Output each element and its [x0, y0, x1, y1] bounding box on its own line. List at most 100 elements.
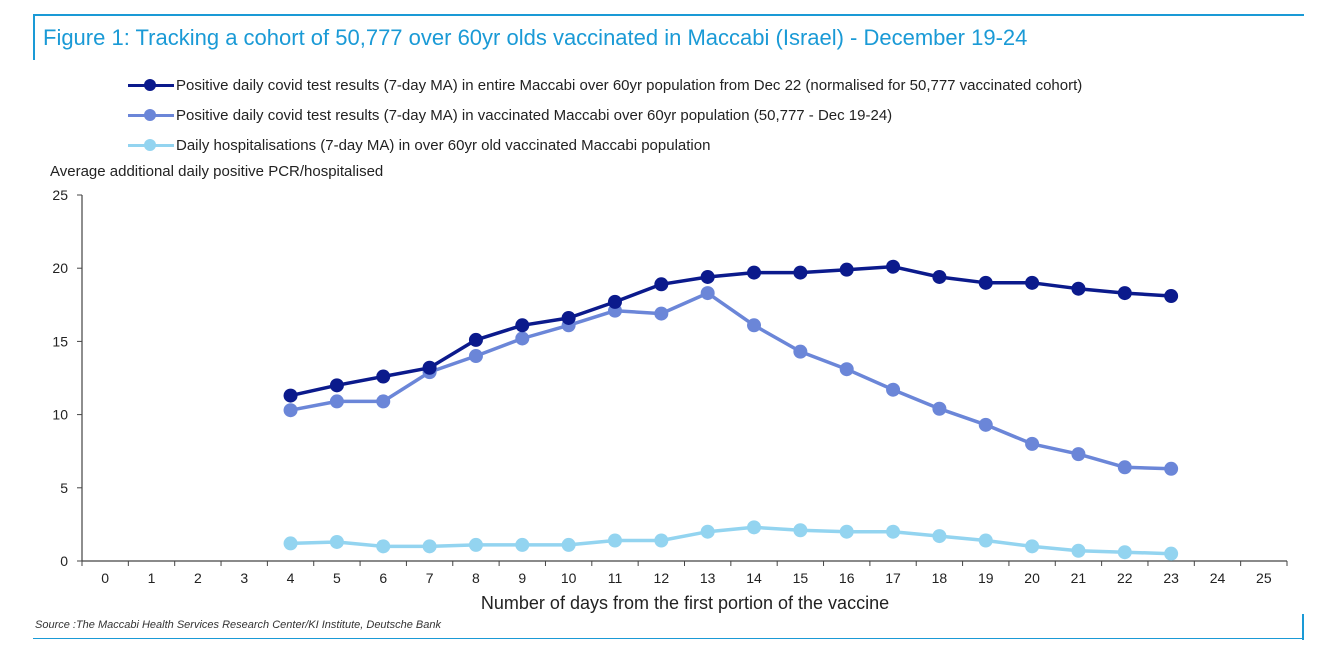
data-point: [654, 277, 669, 292]
x-tick-label: 18: [932, 570, 948, 586]
y-tick-label: 20: [52, 260, 68, 276]
data-point: [978, 533, 993, 548]
x-tick-label: 24: [1210, 570, 1226, 586]
y-tick-label: 10: [52, 407, 68, 423]
x-tick-label: 3: [240, 570, 248, 586]
data-point: [283, 388, 298, 403]
legend-label: Positive daily covid test results (7-day…: [176, 76, 1083, 94]
data-point: [932, 529, 947, 544]
data-point: [654, 533, 669, 548]
legend-label: Positive daily covid test results (7-day…: [176, 106, 893, 124]
series-line: [290, 525, 1172, 556]
data-point: [793, 523, 808, 538]
data-point: [1164, 289, 1179, 304]
legend-swatch-light: [128, 138, 174, 152]
data-point: [747, 265, 762, 280]
data-point: [1071, 281, 1086, 296]
data-point: [283, 403, 298, 418]
legend-item-vaccinated-cohort: Positive daily covid test results (7-day…: [128, 100, 1082, 130]
data-point: [886, 524, 901, 539]
series-0: [283, 259, 1179, 403]
x-tick-label: 25: [1256, 570, 1272, 586]
data-point: [422, 539, 437, 554]
y-tick-label: 5: [60, 480, 68, 496]
legend-item-entire-population: Positive daily covid test results (7-day…: [128, 70, 1082, 100]
x-tick-label: 12: [654, 570, 670, 586]
x-tick-label: 8: [472, 570, 480, 586]
legend-swatch-mid: [128, 108, 174, 122]
data-point: [1025, 539, 1040, 554]
x-tick-label: 13: [700, 570, 716, 586]
x-tick-label: 23: [1163, 570, 1179, 586]
y-tick-label: 0: [60, 553, 68, 569]
data-point: [561, 537, 576, 552]
source-note: Source :The Maccabi Health Services Rese…: [35, 619, 441, 631]
frame-top-border: [33, 14, 1304, 16]
series-2: [283, 520, 1179, 561]
x-tick-label: 11: [608, 570, 623, 586]
x-tick-label: 16: [839, 570, 855, 586]
data-point: [978, 275, 993, 290]
data-point: [515, 318, 530, 333]
data-point: [700, 269, 715, 284]
legend-item-hospitalisations: Daily hospitalisations (7-day MA) in ove…: [128, 130, 1082, 160]
chart-series: [283, 259, 1179, 561]
data-point: [978, 417, 993, 432]
x-tick-label: 22: [1117, 570, 1133, 586]
data-point: [607, 533, 622, 548]
legend-label: Daily hospitalisations (7-day MA) in ove…: [176, 136, 711, 154]
data-point: [839, 362, 854, 377]
data-point: [515, 331, 530, 346]
data-point: [1025, 436, 1040, 451]
data-point: [886, 259, 901, 274]
data-point: [376, 394, 391, 409]
data-point: [561, 310, 576, 325]
data-point: [376, 539, 391, 554]
x-tick-label: 19: [978, 570, 994, 586]
data-point: [515, 537, 530, 552]
x-tick-label: 0: [101, 570, 109, 586]
data-point: [1071, 447, 1086, 462]
data-point: [376, 369, 391, 384]
data-point: [1071, 543, 1086, 558]
series-line: [290, 291, 1172, 471]
legend-swatch-dark: [128, 78, 174, 92]
data-point: [886, 382, 901, 397]
data-point: [793, 265, 808, 280]
data-point: [1025, 275, 1040, 290]
x-tick-label: 6: [379, 570, 387, 586]
x-tick-label: 17: [885, 570, 901, 586]
data-point: [1164, 546, 1179, 561]
data-point: [932, 269, 947, 284]
x-tick-label: 1: [148, 570, 156, 586]
x-tick-label: 14: [746, 570, 762, 586]
frame-right-border: [1302, 614, 1304, 640]
x-tick-label: 7: [426, 570, 434, 586]
data-point: [468, 537, 483, 552]
data-point: [1117, 460, 1132, 475]
y-tick-label: 15: [52, 333, 68, 349]
data-point: [654, 306, 669, 321]
x-tick-label: 21: [1071, 570, 1087, 586]
series-1: [283, 286, 1179, 476]
data-point: [1117, 545, 1132, 560]
x-tick-label: 2: [194, 570, 202, 586]
chart-legend: Positive daily covid test results (7-day…: [128, 70, 1082, 160]
data-point: [932, 401, 947, 416]
data-point: [700, 524, 715, 539]
y-axis-label: Average additional daily positive PCR/ho…: [50, 163, 384, 180]
data-point: [839, 262, 854, 277]
x-tick-label: 15: [793, 570, 809, 586]
x-tick-label: 4: [287, 570, 295, 586]
figure-title: Figure 1: Tracking a cohort of 50,777 ov…: [43, 25, 1028, 50]
x-tick-label: 9: [518, 570, 526, 586]
data-point: [422, 360, 437, 375]
data-point: [1164, 461, 1179, 476]
data-point: [793, 344, 808, 359]
data-point: [468, 349, 483, 364]
y-tick-label: 25: [52, 187, 68, 203]
data-point: [329, 378, 344, 393]
data-point: [747, 318, 762, 333]
